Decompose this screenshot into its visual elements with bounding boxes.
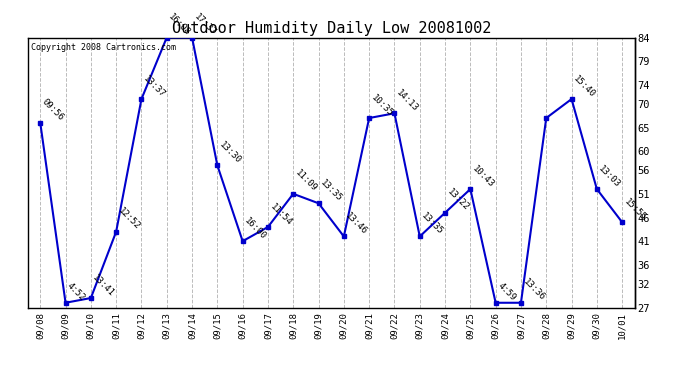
- Title: Outdoor Humidity Daily Low 20081002: Outdoor Humidity Daily Low 20081002: [172, 21, 491, 36]
- Text: 14:13: 14:13: [395, 88, 420, 113]
- Text: 13:37: 13:37: [141, 74, 167, 99]
- Text: 4:59: 4:59: [495, 281, 518, 303]
- Text: 10:35: 10:35: [369, 93, 395, 118]
- Text: 13:35: 13:35: [420, 211, 445, 237]
- Text: 11:09: 11:09: [293, 168, 319, 194]
- Text: 09:56: 09:56: [40, 98, 66, 123]
- Text: 11:54: 11:54: [268, 202, 293, 227]
- Text: 13:41: 13:41: [91, 273, 116, 298]
- Text: 13:22: 13:22: [445, 188, 471, 213]
- Text: 15:55: 15:55: [622, 197, 647, 222]
- Text: 15:40: 15:40: [571, 74, 597, 99]
- Text: 13:36: 13:36: [521, 278, 546, 303]
- Text: 16:08: 16:08: [167, 12, 192, 38]
- Text: Copyright 2008 Cartronics.com: Copyright 2008 Cartronics.com: [30, 43, 176, 52]
- Text: 13:03: 13:03: [597, 164, 622, 189]
- Text: 12:52: 12:52: [116, 206, 141, 232]
- Text: 4:52: 4:52: [66, 281, 87, 303]
- Text: 16:00: 16:00: [243, 216, 268, 241]
- Text: 13:46: 13:46: [344, 211, 369, 237]
- Text: 13:30: 13:30: [217, 140, 243, 165]
- Text: 13:35: 13:35: [319, 178, 344, 203]
- Text: 17:37: 17:37: [192, 12, 217, 38]
- Text: 10:43: 10:43: [471, 164, 495, 189]
